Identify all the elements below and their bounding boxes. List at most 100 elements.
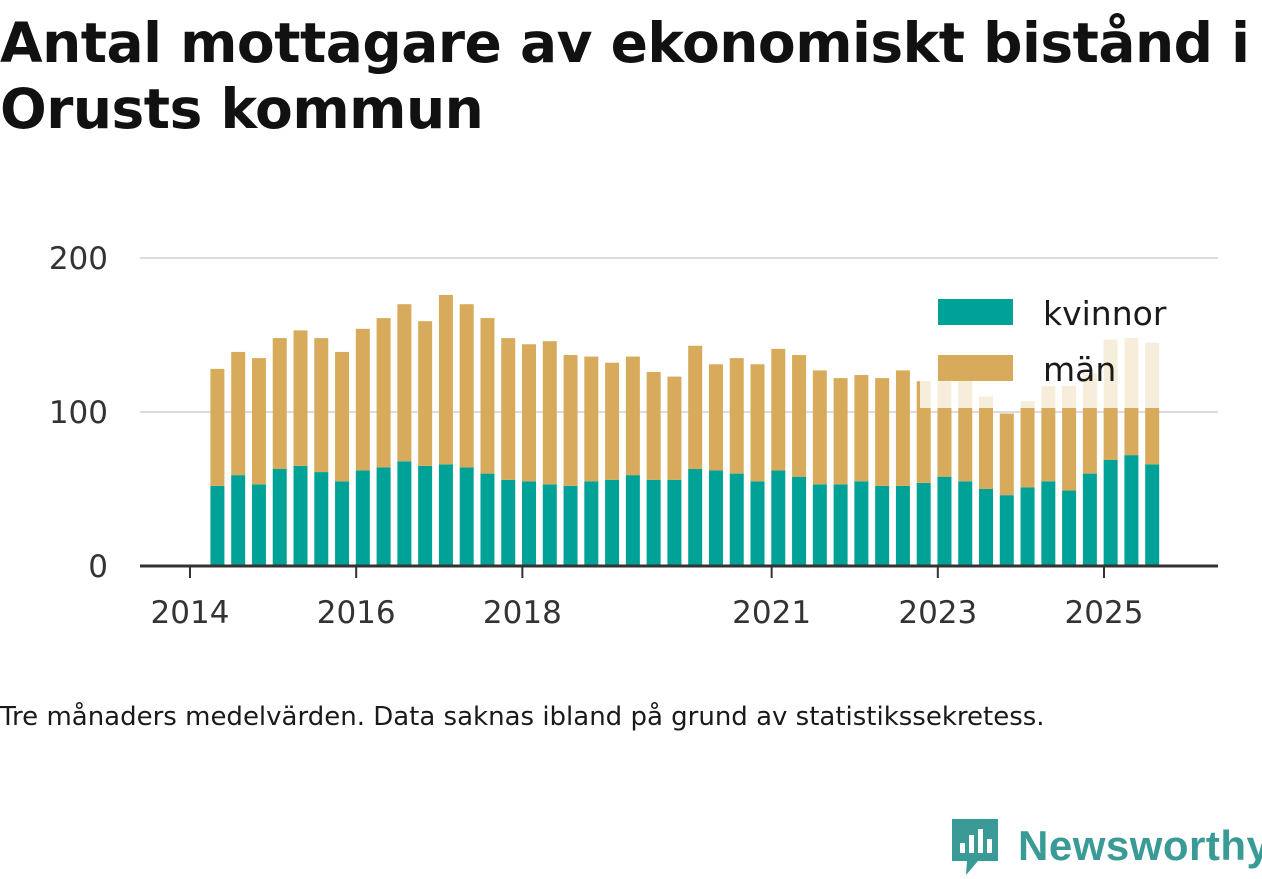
x-tick-label-2025: 2025 <box>1065 595 1144 631</box>
bar-man-8 <box>376 318 391 468</box>
bar-kvinnor-22 <box>667 479 682 566</box>
x-tick-label-2014: 2014 <box>151 595 230 631</box>
bar-kvinnor-30 <box>833 484 848 566</box>
bar-kvinnor-45 <box>1145 464 1160 566</box>
bar-man-28 <box>792 355 807 477</box>
bar-kvinnor-42 <box>1082 473 1097 566</box>
bar-kvinnor-3 <box>272 468 287 566</box>
bar-kvinnor-26 <box>750 481 765 566</box>
bar-kvinnor-21 <box>646 479 661 566</box>
bar-man-38 <box>999 413 1014 496</box>
bar-man-3 <box>272 338 287 469</box>
bar-man-23 <box>688 345 703 469</box>
bar-kvinnor-40 <box>1041 481 1056 566</box>
y-tick-label-100: 100 <box>49 395 108 431</box>
bar-kvinnor-18 <box>584 481 599 566</box>
bar-man-5 <box>314 338 329 473</box>
bar-kvinnor-33 <box>895 485 910 566</box>
bar-man-39 <box>1020 401 1035 488</box>
bar-man-20 <box>625 356 640 476</box>
bar-man-1 <box>231 351 246 476</box>
bar-kvinnor-37 <box>979 489 994 566</box>
bar-kvinnor-39 <box>1020 487 1035 566</box>
bar-kvinnor-25 <box>729 473 744 566</box>
bar-man-26 <box>750 364 765 482</box>
bar-man-19 <box>605 362 620 480</box>
bar-kvinnor-44 <box>1124 455 1139 566</box>
x-axis: 2014 2016 2018 2021 2023 2025 <box>140 564 1218 631</box>
legend-swatch-kvinnor <box>938 299 1013 325</box>
bar-man-10 <box>418 321 433 466</box>
bar-man-24 <box>708 364 723 471</box>
bar-man-11 <box>438 294 453 465</box>
x-tick-label-2016: 2016 <box>317 595 396 631</box>
bar-man-17 <box>563 355 578 486</box>
bar-man-27 <box>771 348 786 471</box>
bar-man-41 <box>1062 385 1077 491</box>
bar-kvinnor-27 <box>771 470 786 566</box>
bar-man-0 <box>210 368 225 486</box>
legend-label-man: män <box>1043 350 1116 389</box>
y-axis: 0 100 200 <box>49 241 108 585</box>
bar-man-33 <box>895 370 910 486</box>
bar-kvinnor-4 <box>293 465 308 566</box>
bar-man-4 <box>293 330 308 466</box>
brand-logo: Newsworthy <box>948 815 1262 877</box>
bar-man-32 <box>875 378 890 486</box>
bar-kvinnor-32 <box>875 485 890 566</box>
bar-man-22 <box>667 376 682 480</box>
bar-kvinnor-31 <box>854 481 869 566</box>
bar-kvinnor-9 <box>397 461 412 566</box>
y-tick-label-200: 200 <box>49 241 108 277</box>
bar-man-29 <box>812 370 827 485</box>
bar-kvinnor-7 <box>355 470 370 566</box>
bar-man-9 <box>397 304 412 462</box>
legend: kvinnor män <box>920 282 1210 408</box>
bar-man-25 <box>729 358 744 474</box>
legend-swatch-man <box>938 355 1013 381</box>
bar-man-14 <box>501 338 516 480</box>
bar-kvinnor-15 <box>522 481 537 566</box>
x-tick-label-2021: 2021 <box>732 595 811 631</box>
bar-kvinnor-10 <box>418 465 433 566</box>
bar-kvinnor-35 <box>937 476 952 566</box>
bar-kvinnor-8 <box>376 467 391 566</box>
chart-title: Antal mottagare av ekonomiskt bistånd i … <box>0 11 1250 141</box>
bar-kvinnor-24 <box>708 470 723 566</box>
bar-kvinnor-34 <box>916 482 931 566</box>
bar-man-2 <box>251 358 266 485</box>
bar-kvinnor-16 <box>542 484 557 566</box>
bar-man-21 <box>646 371 661 480</box>
bar-kvinnor-11 <box>438 464 453 566</box>
chart-caption: Tre månaders medelvärden. Data saknas ib… <box>0 702 1045 732</box>
bar-kvinnor-0 <box>210 485 225 566</box>
brand-name: Newsworthy <box>1018 822 1262 869</box>
bar-kvinnor-19 <box>605 479 620 566</box>
bar-kvinnor-14 <box>501 479 516 566</box>
bar-kvinnor-23 <box>688 468 703 566</box>
bar-man-16 <box>542 341 557 485</box>
bar-man-13 <box>480 318 495 474</box>
legend-label-kvinnor: kvinnor <box>1043 294 1167 333</box>
bar-kvinnor-5 <box>314 472 329 566</box>
bar-kvinnor-6 <box>335 481 350 566</box>
bar-man-7 <box>355 328 370 471</box>
newsworthy-logo-icon <box>952 819 998 875</box>
bars <box>210 294 1160 566</box>
bar-kvinnor-2 <box>251 484 266 566</box>
bar-man-6 <box>335 351 350 482</box>
bar-kvinnor-36 <box>958 481 973 566</box>
bar-man-40 <box>1041 385 1056 482</box>
x-tick-label-2018: 2018 <box>483 595 562 631</box>
bar-man-12 <box>459 304 474 468</box>
bar-man-37 <box>979 396 994 489</box>
bar-man-31 <box>854 375 869 482</box>
y-tick-label-0: 0 <box>88 549 108 585</box>
bar-kvinnor-13 <box>480 473 495 566</box>
bar-kvinnor-41 <box>1062 490 1077 566</box>
stacked-bar-chart: kvinnor män 2014 2016 2018 2021 2023 2025 0 100… <box>49 241 1218 631</box>
bar-man-18 <box>584 356 599 482</box>
bar-kvinnor-28 <box>792 476 807 566</box>
bar-kvinnor-1 <box>231 475 246 566</box>
bar-kvinnor-38 <box>999 495 1014 566</box>
